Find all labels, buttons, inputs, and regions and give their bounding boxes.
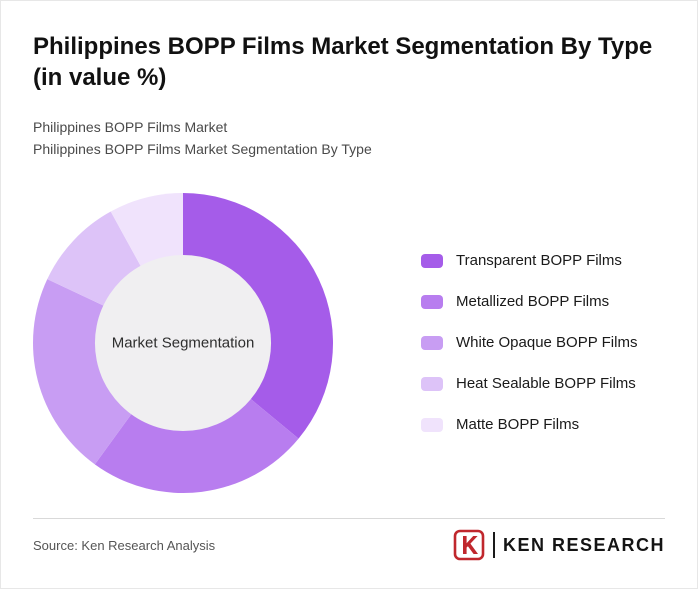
donut-center-label: Market Segmentation (111, 334, 255, 352)
chart-legend: Transparent BOPP Films Metallized BOPP Fi… (421, 252, 637, 433)
legend-item: Matte BOPP Films (421, 416, 637, 433)
legend-label: Metallized BOPP Films (456, 293, 610, 311)
legend-item: Metallized BOPP Films (421, 293, 637, 310)
logo-separator (492, 532, 495, 558)
legend-label: White Opaque BOPP Films (456, 334, 638, 352)
brand-name: KEN RESEARCH (502, 534, 665, 555)
ken-research-k-icon (453, 529, 485, 561)
ken-research-logo: KEN RESEARCH (453, 529, 665, 561)
donut-chart: Market Segmentation (33, 192, 334, 493)
chart-subtitle-line2: Philippines BOPP Films Market Segmentati… (33, 141, 372, 158)
legend-swatch (421, 253, 443, 268)
legend-swatch (421, 417, 443, 432)
footer-divider (33, 518, 665, 519)
footer: Source: Ken Research Analysis KEN RESEAR… (33, 529, 665, 561)
legend-label: Matte BOPP Films (456, 416, 580, 434)
page-title: Philippines BOPP Films Market Segmentati… (33, 33, 653, 92)
legend-swatch (421, 376, 443, 391)
chart-area: Market Segmentation Transparent BOPP Fil… (33, 192, 665, 493)
legend-swatch (421, 294, 443, 309)
legend-label: Heat Sealable BOPP Films (456, 375, 636, 393)
legend-swatch (421, 335, 443, 350)
legend-item: White Opaque BOPP Films (421, 334, 637, 351)
donut-center-hole (94, 254, 272, 431)
chart-subtitle-line1: Philippines BOPP Films Market (33, 119, 228, 136)
source-note: Source: Ken Research Analysis (33, 537, 216, 553)
legend-item: Heat Sealable BOPP Films (421, 375, 637, 392)
legend-label: Transparent BOPP Films (456, 252, 622, 270)
legend-item: Transparent BOPP Films (421, 252, 637, 269)
donut-chart-svg (33, 192, 334, 493)
